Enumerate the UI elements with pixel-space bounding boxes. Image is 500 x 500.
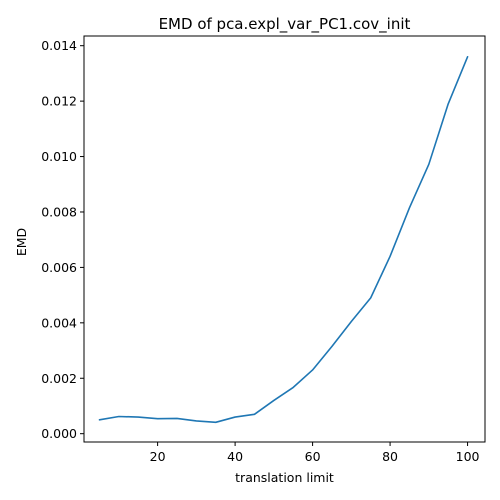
y-tick-label: 0.014 (41, 38, 77, 53)
plot-area (83, 35, 486, 443)
x-tick-label: 80 (382, 449, 398, 464)
y-tick-label: 0.010 (41, 149, 77, 164)
y-tick-label: 0.004 (41, 315, 77, 330)
series-line (98, 55, 469, 424)
x-tick-label: 40 (227, 449, 243, 464)
y-axis-label: EMD (14, 228, 29, 256)
y-tick-label: 0.002 (41, 371, 77, 386)
y-tick-label: 0.006 (41, 260, 77, 275)
y-tick-label: 0.012 (41, 94, 77, 109)
x-axis-label: translation limit (235, 470, 334, 485)
y-axis: 0.000 0.002 0.004 0.006 0.008 0.010 0.012 0.014 (41, 38, 84, 441)
x-tick-label: 60 (305, 449, 321, 464)
plot-frame (83, 35, 486, 443)
x-axis: 20 40 60 80 100 (150, 442, 480, 464)
chart-title: EMD of pca.expl_var_PC1.cov_init (159, 15, 411, 34)
x-tick-label: 20 (150, 449, 166, 464)
series-group (98, 55, 469, 424)
y-tick-label: 0.008 (41, 204, 77, 219)
y-tick-label: 0.000 (41, 426, 77, 441)
x-tick-label: 100 (456, 449, 480, 464)
